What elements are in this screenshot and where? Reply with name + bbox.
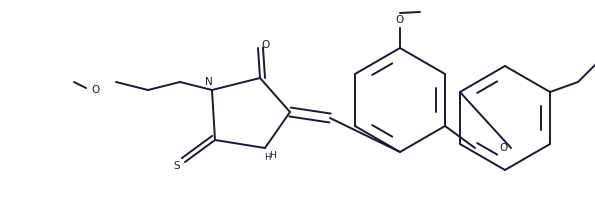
Text: N: N: [205, 77, 213, 87]
Text: H: H: [264, 153, 270, 163]
Text: H: H: [270, 151, 276, 161]
Text: O: O: [92, 85, 100, 95]
Text: O: O: [499, 143, 507, 153]
Text: S: S: [174, 161, 180, 171]
Text: O: O: [262, 40, 270, 50]
Text: O: O: [396, 15, 404, 25]
